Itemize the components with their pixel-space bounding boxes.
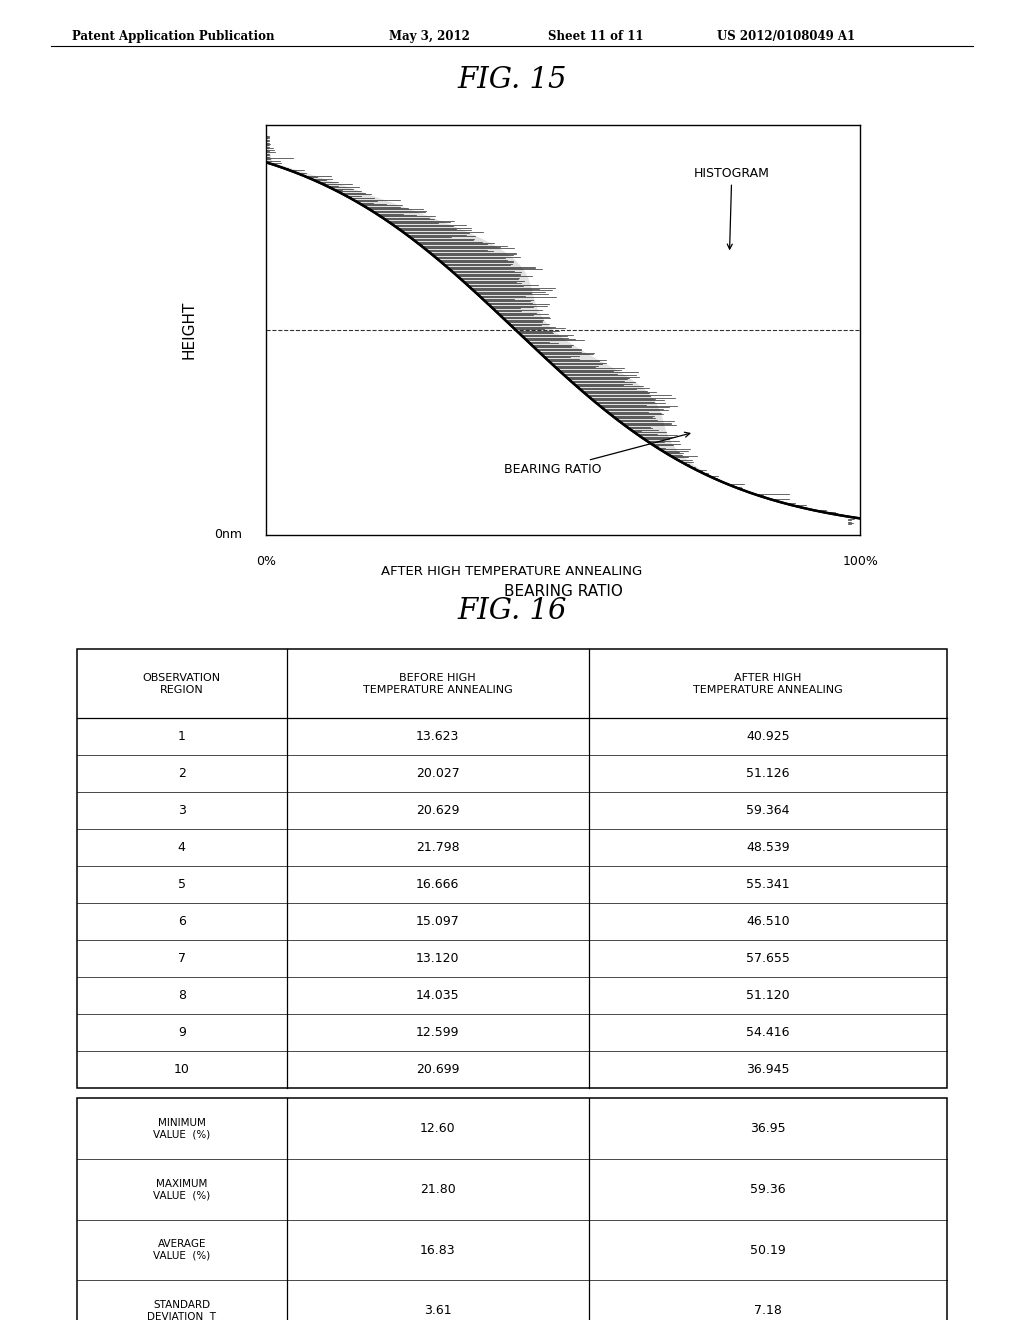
Text: 20.027: 20.027 <box>416 767 460 780</box>
Text: AFTER HIGH
TEMPERATURE ANNEALING: AFTER HIGH TEMPERATURE ANNEALING <box>693 673 843 694</box>
Text: MAXIMUM
VALUE  (%): MAXIMUM VALUE (%) <box>154 1179 210 1200</box>
Text: 3: 3 <box>178 804 185 817</box>
Text: 21.798: 21.798 <box>416 841 460 854</box>
Text: 55.341: 55.341 <box>746 878 790 891</box>
Text: AFTER HIGH TEMPERATURE ANNEALING: AFTER HIGH TEMPERATURE ANNEALING <box>381 565 643 578</box>
Text: 3.61: 3.61 <box>424 1304 452 1317</box>
Text: 16.666: 16.666 <box>416 878 460 891</box>
Text: 1: 1 <box>178 730 185 743</box>
Text: 51.126: 51.126 <box>746 767 790 780</box>
Text: AVERAGE
VALUE  (%): AVERAGE VALUE (%) <box>154 1239 210 1261</box>
Text: 20.629: 20.629 <box>416 804 460 817</box>
Text: 12.60: 12.60 <box>420 1122 456 1135</box>
Text: BEARING RATIO: BEARING RATIO <box>504 432 690 477</box>
Text: FIG. 15: FIG. 15 <box>458 66 566 94</box>
Text: HISTOGRAM: HISTOGRAM <box>694 166 770 249</box>
Text: BEFORE HIGH
TEMPERATURE ANNEALING: BEFORE HIGH TEMPERATURE ANNEALING <box>362 673 513 694</box>
Text: 36.945: 36.945 <box>746 1063 790 1076</box>
Text: 57.655: 57.655 <box>746 952 790 965</box>
Text: 20.699: 20.699 <box>416 1063 460 1076</box>
Text: 50.19: 50.19 <box>751 1243 785 1257</box>
Text: 54.416: 54.416 <box>746 1026 790 1039</box>
Text: 59.364: 59.364 <box>746 804 790 817</box>
Text: 14.035: 14.035 <box>416 989 460 1002</box>
Text: FIG. 16: FIG. 16 <box>458 597 566 624</box>
Text: 100%: 100% <box>842 556 879 568</box>
Text: STANDARD
DEVIATION  T: STANDARD DEVIATION T <box>147 1300 216 1320</box>
Text: OBSERVATION
REGION: OBSERVATION REGION <box>142 673 221 694</box>
Text: 15.097: 15.097 <box>416 915 460 928</box>
Text: 13.120: 13.120 <box>416 952 460 965</box>
Text: HEIGHT: HEIGHT <box>181 301 197 359</box>
Text: 0nm: 0nm <box>214 528 243 541</box>
Text: 8: 8 <box>178 989 185 1002</box>
Text: 46.510: 46.510 <box>746 915 790 928</box>
Text: 40.925: 40.925 <box>746 730 790 743</box>
Text: 6: 6 <box>178 915 185 928</box>
Text: 12.599: 12.599 <box>416 1026 460 1039</box>
Text: Patent Application Publication: Patent Application Publication <box>72 30 274 44</box>
Text: 59.36: 59.36 <box>751 1183 785 1196</box>
Text: 36.95: 36.95 <box>751 1122 785 1135</box>
Text: 48.539: 48.539 <box>746 841 790 854</box>
Text: MINIMUM
VALUE  (%): MINIMUM VALUE (%) <box>154 1118 210 1139</box>
Text: US 2012/0108049 A1: US 2012/0108049 A1 <box>717 30 855 44</box>
Text: BEARING RATIO: BEARING RATIO <box>504 583 623 599</box>
Text: 7: 7 <box>178 952 185 965</box>
Text: 10: 10 <box>174 1063 189 1076</box>
Text: 5: 5 <box>178 878 185 891</box>
Text: 4: 4 <box>178 841 185 854</box>
Text: May 3, 2012: May 3, 2012 <box>389 30 470 44</box>
Text: 21.80: 21.80 <box>420 1183 456 1196</box>
Text: 51.120: 51.120 <box>746 989 790 1002</box>
Text: Sheet 11 of 11: Sheet 11 of 11 <box>548 30 643 44</box>
Text: 2: 2 <box>178 767 185 780</box>
Text: 0%: 0% <box>256 556 276 568</box>
Text: 9: 9 <box>178 1026 185 1039</box>
Text: 16.83: 16.83 <box>420 1243 456 1257</box>
Text: 13.623: 13.623 <box>416 730 460 743</box>
Text: 7.18: 7.18 <box>754 1304 782 1317</box>
